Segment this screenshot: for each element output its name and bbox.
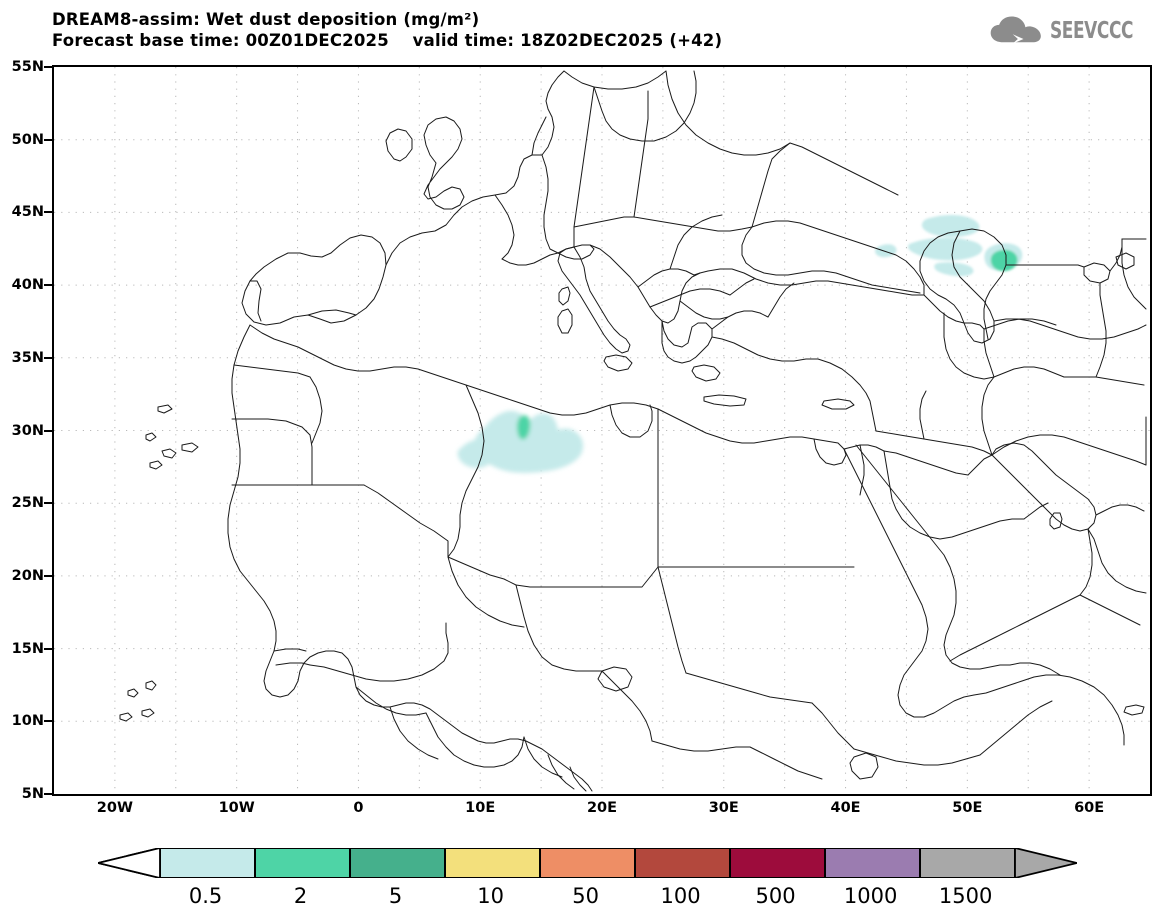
ytick-label-35N: 35N [11, 349, 44, 366]
dust-deposition-field [457, 215, 1023, 473]
coastline-black-caspian [741, 220, 1135, 344]
ytick-mark [44, 720, 52, 723]
colorbar-segment-4[interactable] [540, 848, 635, 878]
colorbar-band[interactable] [160, 848, 1015, 878]
inland-waters [597, 666, 879, 780]
ytick-mark [44, 66, 52, 68]
ytick-label-20N: 20N [11, 567, 44, 584]
ytick-label-30N: 30N [11, 422, 44, 439]
ytick-label-50N: 50N [11, 131, 44, 148]
colorbar-under-arrow-outline [98, 848, 160, 878]
colorbar-label-5: 5 [388, 884, 403, 908]
ytick-label-40N: 40N [11, 277, 44, 294]
ytick-label-15N: 15N [11, 640, 44, 657]
ytick-mark [44, 502, 52, 505]
political-borders-central-asia [993, 238, 1147, 386]
page-title: DREAM8-assim: Wet dust deposition (mg/m²… [52, 10, 480, 29]
ytick-label-25N: 25N [11, 495, 44, 512]
colorbar-label-0.5: 0.5 [188, 884, 223, 908]
ytick-mark [44, 284, 52, 287]
colorbar-segment-8[interactable] [920, 848, 1015, 878]
xtick-label-10E: 10E [465, 800, 496, 816]
ytick-label-55N: 55N [11, 59, 44, 75]
colorbar-segment-7[interactable] [825, 848, 920, 878]
colorbar-over-arrow-outline [1014, 846, 1078, 880]
colorbar-segment-0[interactable] [160, 848, 255, 878]
xtick-label-40E: 40E [830, 800, 861, 816]
ytick-mark [44, 793, 52, 795]
xtick-label-20E: 20E [586, 800, 618, 816]
colorbar-label-500: 500 [755, 884, 796, 908]
xtick-label-50E: 50E [952, 800, 983, 816]
seevccc-logo: SEEVCCC [989, 14, 1151, 48]
xtick-label-30E: 30E [708, 800, 739, 816]
ytick-mark [44, 356, 52, 359]
colorbar-label-1500: 1500 [938, 884, 993, 908]
plume-caspian-kazakhstan [875, 215, 1023, 277]
ytick-mark [44, 138, 52, 141]
colorbar-label-2: 2 [293, 884, 308, 908]
political-borders-europe [494, 70, 899, 330]
graticule-grid [54, 67, 1150, 794]
xtick-label-10W: 10W [218, 800, 255, 816]
colorbar-label-1000: 1000 [843, 884, 898, 908]
political-borders-middle-east [843, 294, 1147, 662]
colorbar-segment-5[interactable] [635, 848, 730, 878]
colorbar-label-50: 50 [572, 884, 599, 908]
colorbar-segment-1[interactable] [255, 848, 350, 878]
xtick-label-0: 0 [353, 800, 364, 816]
xtick-label-60E: 60E [1074, 800, 1105, 816]
ytick-mark [44, 574, 52, 577]
ytick-mark [44, 647, 52, 650]
ytick-mark [44, 211, 52, 214]
header: DREAM8-assim: Wet dust deposition (mg/m²… [0, 0, 1165, 60]
xtick-label-20W: 20W [96, 800, 133, 816]
plume-libya-sahara [457, 410, 584, 473]
coastline-and-borders [119, 70, 1147, 792]
colorbar-label-100: 100 [660, 884, 701, 908]
coastline-arabia [843, 442, 1147, 746]
ytick-label-45N: 45N [11, 204, 44, 221]
coastline-europe [241, 70, 697, 326]
logo-text: SEEVCCC [1049, 18, 1133, 44]
coastline-north-africa [249, 324, 847, 466]
colorbar-segment-2[interactable] [350, 848, 445, 878]
colorbar-label-10: 10 [477, 884, 504, 908]
colorbar[interactable]: 0.5 2 5 10 50 100 500 1000 1500 [0, 840, 1165, 908]
political-borders-africa [231, 364, 1053, 792]
ytick-label-5N: 5N [21, 786, 44, 802]
map-plot-area[interactable] [52, 65, 1152, 796]
forecast-time-subtitle: Forecast base time: 00Z01DEC2025 valid t… [52, 31, 723, 50]
cloud-icon [990, 16, 1041, 44]
ytick-label-10N: 10N [11, 713, 44, 730]
coastline-west-africa [119, 324, 593, 792]
colorbar-segment-6[interactable] [730, 848, 825, 878]
ytick-mark [44, 429, 52, 432]
coastline-mediterranean [557, 244, 925, 432]
colorbar-under-arrow [98, 848, 160, 878]
colorbar-segment-3[interactable] [445, 848, 540, 878]
